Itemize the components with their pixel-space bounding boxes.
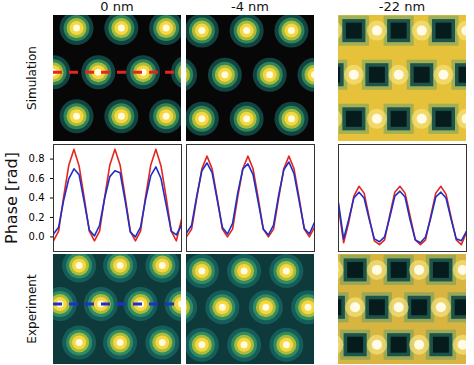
html-text:-4 nm: -4 nm [231, 0, 269, 14]
html-text:Experiment: Experiment [25, 274, 39, 344]
html-text:Phase [rad]: Phase [rad] [1, 151, 21, 244]
svg-text:0.8: 0.8 [29, 153, 45, 164]
svg-text:0.4: 0.4 [29, 192, 45, 203]
svg-text:0.2: 0.2 [29, 212, 45, 223]
svg-text:0.0: 0.0 [29, 231, 45, 242]
svg-text:0.6: 0.6 [29, 173, 45, 184]
html-text:Simulation: Simulation [25, 46, 39, 110]
html-text:0 nm: 0 nm [100, 0, 134, 14]
html-text:-22 nm: -22 nm [378, 0, 426, 14]
